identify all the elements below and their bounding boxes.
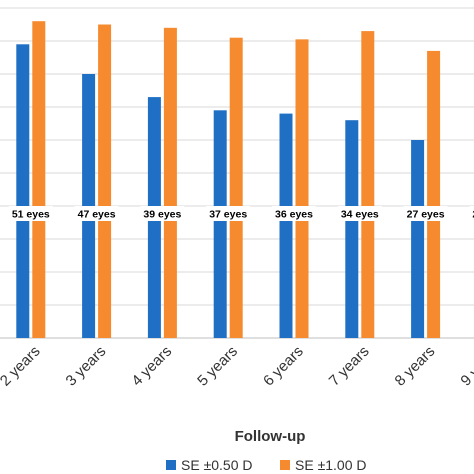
bar-se-050 (16, 44, 30, 339)
eye-count-label-bg (206, 206, 251, 221)
bar-se-100 (361, 31, 375, 338)
legend-label: SE ±0.50 D (181, 457, 253, 473)
bar-se-100 (98, 24, 112, 338)
eye-count-label-bg (8, 206, 53, 221)
x-tick-label: 7 years (326, 343, 373, 390)
eye-count-label: 51 eyes (12, 209, 50, 221)
eye-count-labels: 51 eyes 47 eyes 39 eyes 37 eyes 36 eyes 34 ey… (8, 206, 474, 221)
eye-count-label: 47 eyes (78, 209, 116, 221)
x-tick-label: 3 years (63, 343, 110, 390)
eye-count-label-bg (469, 206, 474, 221)
x-tick-label: 5 years (194, 343, 241, 390)
bar-se-100 (427, 50, 441, 339)
eye-count-label: 39 eyes (143, 209, 181, 221)
eye-count-label: 37 eyes (209, 209, 247, 221)
x-tick-label: 8 years (392, 343, 439, 390)
eye-count-label-bg (403, 206, 448, 221)
x-axis-title: Follow-up (235, 428, 306, 445)
x-tick-labels: 2 years 3 years 4 years 5 years 6 years 7 yea… (0, 343, 474, 390)
eye-count-label: 34 eyes (341, 209, 379, 221)
eye-count-label: 27 eyes (407, 209, 445, 221)
bars (16, 21, 441, 339)
bar-se-050 (411, 140, 425, 338)
eye-count-label-bg (74, 206, 119, 221)
bar-se-050 (279, 113, 293, 338)
x-tick-label: 4 years (128, 343, 175, 390)
eye-count-label-bg (272, 206, 316, 221)
eye-count-label: 27 eyes (472, 209, 474, 221)
eye-count-label-bg (337, 206, 382, 221)
bar-se-100 (163, 27, 177, 339)
x-tick-label: 9 years (457, 343, 474, 390)
eye-count-label-bg (140, 206, 185, 221)
legend-swatch (280, 460, 290, 470)
bar-se-050 (213, 110, 227, 338)
eye-count-label: 36 eyes (275, 209, 313, 221)
legend: SE ±0.50 D SE ±1.00 D (166, 457, 367, 473)
x-tick-label: 2 years (0, 343, 44, 390)
bar-se-100 (229, 37, 243, 338)
legend-label: SE ±1.00 D (295, 457, 367, 473)
bar-se-100 (295, 39, 309, 338)
bar-se-050 (345, 120, 359, 338)
bar-se-100 (32, 21, 46, 338)
x-tick-label: 6 years (260, 343, 307, 390)
legend-swatch (166, 460, 176, 470)
